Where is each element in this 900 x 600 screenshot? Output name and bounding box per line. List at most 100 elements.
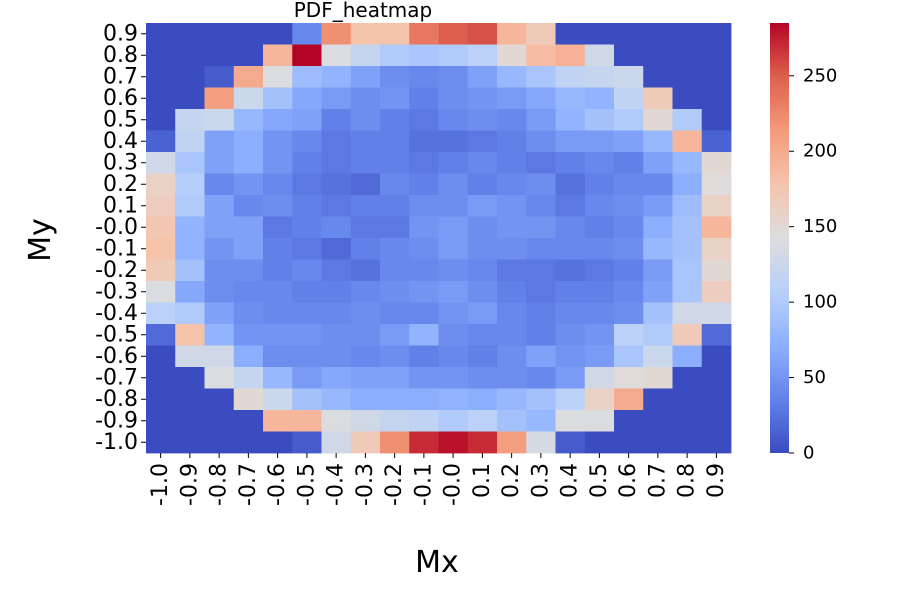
heatmap-cell <box>614 173 644 196</box>
heatmap-cell <box>497 173 527 196</box>
heatmap-cell <box>438 87 469 110</box>
heatmap-cell <box>555 410 586 432</box>
heatmap-cell <box>350 109 381 131</box>
heatmap-cell <box>146 302 176 325</box>
heatmap-cell <box>380 87 410 110</box>
heatmap-cell <box>380 388 410 411</box>
heatmap-cell <box>380 66 410 88</box>
y-axis-label: My <box>23 218 58 262</box>
y-tick-label: -0.4 <box>95 301 138 326</box>
heatmap-cell <box>409 109 439 131</box>
heatmap-cell <box>409 173 439 196</box>
heatmap-cell <box>204 302 235 325</box>
x-tick-label: 0.5 <box>587 463 612 498</box>
heatmap-cell <box>701 431 732 454</box>
heatmap-cell <box>467 109 498 131</box>
heatmap-cell <box>175 44 205 67</box>
heatmap-cell <box>263 130 293 153</box>
heatmap-cell <box>672 431 703 454</box>
x-tick-label: 0.3 <box>528 463 553 498</box>
heatmap-cell <box>175 23 205 45</box>
heatmap-cell <box>204 431 235 454</box>
heatmap-cell <box>409 367 439 389</box>
heatmap-cell <box>204 23 235 45</box>
heatmap-cell <box>380 173 410 196</box>
heatmap-cell <box>292 302 322 325</box>
heatmap-cell <box>467 66 498 88</box>
heatmap-cell <box>467 259 498 282</box>
heatmap-cell <box>438 367 469 389</box>
heatmap-cell <box>614 324 644 346</box>
heatmap-cell <box>643 130 673 153</box>
heatmap-cell <box>701 367 732 389</box>
heatmap-cell <box>438 238 469 260</box>
heatmap-cell <box>175 109 205 131</box>
heatmap-cell <box>380 152 410 174</box>
heatmap-cell <box>584 345 615 368</box>
y-tick-label: 0.4 <box>103 129 138 154</box>
heatmap-cell <box>497 388 527 411</box>
heatmap-cell <box>321 173 352 196</box>
heatmap-cell <box>643 281 673 303</box>
heatmap-cell <box>204 173 235 196</box>
heatmap-cell <box>350 216 381 239</box>
heatmap-cell <box>467 367 498 389</box>
heatmap-cell <box>204 216 235 239</box>
heatmap-cell <box>701 87 732 110</box>
heatmap-cell <box>584 367 615 389</box>
y-tick-labels: 0.90.80.70.60.50.40.30.20.1-0.0-0.1-0.2-… <box>95 21 146 455</box>
heatmap-cell <box>350 152 381 174</box>
heatmap-cell <box>233 216 264 239</box>
heatmap-cell <box>614 238 644 260</box>
heatmap-cell <box>233 109 264 131</box>
heatmap-cell <box>467 130 498 153</box>
heatmap-cell <box>146 87 176 110</box>
heatmap-cell <box>146 259 176 282</box>
heatmap-cell <box>438 130 469 153</box>
heatmap-cell <box>321 431 352 454</box>
heatmap-cell <box>409 259 439 282</box>
heatmap-cell <box>204 152 235 174</box>
heatmap-cell <box>555 152 586 174</box>
heatmap-cell <box>204 66 235 88</box>
heatmap-cell <box>204 195 235 217</box>
heatmap-cell <box>438 44 469 67</box>
heatmap-cell <box>409 388 439 411</box>
heatmap-cell <box>204 259 235 282</box>
heatmap-cell <box>701 302 732 325</box>
heatmap-cell <box>146 109 176 131</box>
heatmap-cell <box>380 281 410 303</box>
heatmap-cell <box>233 152 264 174</box>
y-tick-label: -0.0 <box>95 215 138 240</box>
heatmap-cell <box>643 152 673 174</box>
heatmap-cell <box>672 195 703 217</box>
heatmap-cell <box>497 410 527 432</box>
heatmap-cell <box>672 216 703 239</box>
heatmap-cell <box>292 238 322 260</box>
heatmap-cell <box>467 281 498 303</box>
x-tick-label: -0.3 <box>353 463 378 506</box>
heatmap-cell <box>672 109 703 131</box>
heatmap-cell <box>175 195 205 217</box>
heatmap-cell <box>175 87 205 110</box>
heatmap-cell <box>350 367 381 389</box>
heatmap-cell <box>643 324 673 346</box>
heatmap-cell <box>146 152 176 174</box>
heatmap-cell <box>204 388 235 411</box>
heatmap-cell <box>643 87 673 110</box>
heatmap-cell <box>614 23 644 45</box>
heatmap-cell <box>146 44 176 67</box>
heatmap-cell <box>263 259 293 282</box>
heatmap-cell <box>380 345 410 368</box>
heatmap-cell <box>263 195 293 217</box>
heatmap-cell <box>467 195 498 217</box>
heatmap-cell <box>380 109 410 131</box>
heatmap-cell <box>497 23 527 45</box>
heatmap-cell <box>292 431 322 454</box>
heatmap-cell <box>350 173 381 196</box>
heatmap-cell <box>380 410 410 432</box>
heatmap-cell <box>380 302 410 325</box>
heatmap-cell <box>672 238 703 260</box>
heatmap-cell <box>467 388 498 411</box>
